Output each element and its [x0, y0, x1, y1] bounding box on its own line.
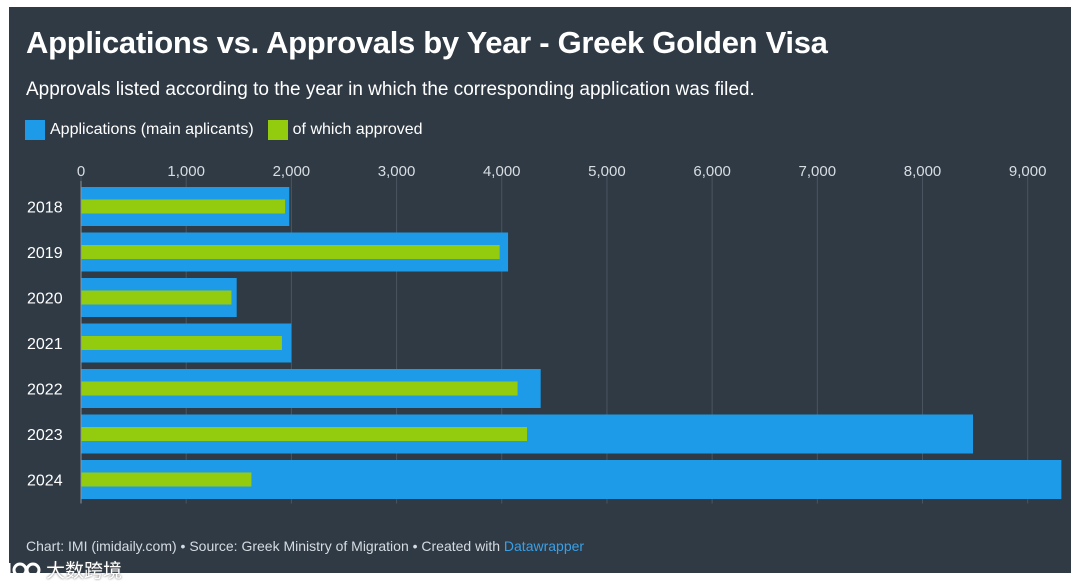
bar-approved	[81, 427, 528, 441]
watermark: 大数跨境	[6, 556, 122, 583]
x-tick-label: 5,000	[588, 163, 626, 180]
chart-title: Applications vs. Approvals by Year - Gre…	[26, 25, 828, 60]
x-tick-label: 4,000	[483, 163, 521, 180]
chart-card: Applications vs. Approvals by Year - Gre…	[9, 7, 1071, 573]
x-tick-label: 9,000	[1009, 163, 1047, 180]
watermark-text: 大数跨境	[46, 561, 123, 582]
x-tick-label: 3,000	[378, 163, 416, 180]
legend-label-approved: of which approved	[292, 121, 423, 138]
legend-item-approved: of which approved	[267, 120, 423, 140]
chart-footer: Chart: IMI (imidaily.com) • Source: Gree…	[26, 538, 584, 554]
footer-tool-link[interactable]: Datawrapper	[503, 538, 585, 554]
x-tick-label: 1,000	[167, 163, 205, 180]
y-category-label: 2019	[27, 245, 63, 262]
y-category-label: 2023	[27, 427, 63, 444]
bar-chart: 0 1,000 2,000 3,000 4,000 5,000 6,000 7,000 8,00…	[27, 163, 1062, 504]
x-tick-label: 2,000	[273, 163, 311, 180]
y-category-label: 2022	[27, 382, 63, 399]
footer-credits: Chart: IMI (imidaily.com) • Source: Gree…	[26, 538, 504, 554]
y-category-label: 2018	[27, 200, 63, 217]
x-tick-label: 7,000	[799, 163, 837, 180]
bar-approved	[81, 290, 232, 305]
legend-swatch-approved	[267, 120, 288, 140]
legend-item-applications: Applications (main aplicants)	[25, 120, 254, 140]
bar-approved	[81, 381, 518, 396]
y-category-label: 2020	[27, 291, 63, 308]
bar-approved	[81, 472, 252, 487]
bar-approved	[81, 336, 282, 350]
legend-label-applications: Applications (main aplicants)	[50, 121, 254, 138]
chart-subtitle: Approvals listed according to the year i…	[26, 79, 755, 100]
x-tick-label: 6,000	[693, 163, 731, 180]
watermark-logo-icon	[7, 562, 41, 577]
legend-swatch-applications	[25, 120, 45, 140]
bar-approved	[81, 199, 286, 214]
x-tick-label: 0	[77, 163, 85, 180]
y-category-label: 2024	[27, 473, 63, 490]
legend: Applications (main aplicants) of which a…	[25, 120, 423, 140]
bar-approved	[81, 245, 500, 259]
y-category-label: 2021	[27, 336, 63, 353]
x-tick-label: 8,000	[904, 163, 942, 180]
